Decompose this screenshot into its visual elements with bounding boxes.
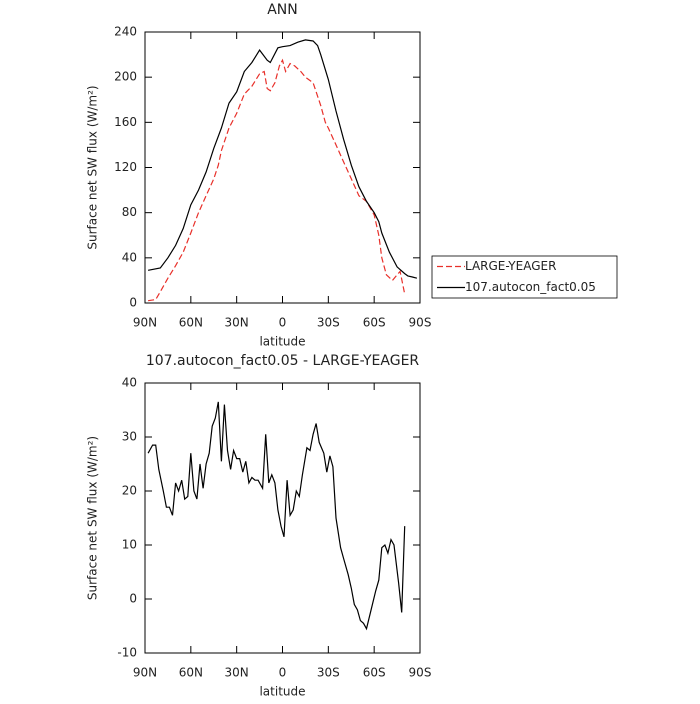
- x-tick-label: 30N: [225, 666, 249, 680]
- x-tick-label: 30S: [317, 666, 340, 680]
- series-line: [147, 401, 406, 631]
- x-tick-label: 60S: [363, 666, 386, 680]
- x-tick-label: 90S: [409, 666, 432, 680]
- y-tick-label: 40: [122, 376, 137, 390]
- series-line: [147, 39, 418, 279]
- x-tick-label: 0: [279, 666, 287, 680]
- x-tick-label: 90N: [133, 316, 157, 330]
- x-tick-label: 30S: [317, 316, 340, 330]
- y-axis-label: Surface net SW flux (W/m²): [86, 436, 100, 600]
- x-axis-label: latitude: [259, 335, 305, 349]
- plot-frame: [144, 31, 421, 304]
- x-tick-label: 90N: [133, 666, 157, 680]
- y-tick-label: 200: [114, 70, 137, 84]
- x-tick-label: 60N: [179, 316, 203, 330]
- y-tick-label: 40: [122, 250, 137, 264]
- y-tick-label: 30: [122, 430, 137, 444]
- y-tick-label: 20: [122, 484, 137, 498]
- x-tick-label: 90S: [409, 316, 432, 330]
- y-tick-label: 10: [122, 538, 137, 552]
- y-axis-label: Surface net SW flux (W/m²): [86, 85, 100, 249]
- y-tick-label: 0: [129, 592, 137, 606]
- x-tick-label: 30N: [225, 316, 249, 330]
- y-tick-label: 120: [114, 160, 137, 174]
- chart-title: 107.autocon_fact0.05 - LARGE-YEAGER: [146, 353, 420, 369]
- y-tick-label: -10: [117, 646, 137, 660]
- legend-label: LARGE-YEAGER: [465, 259, 556, 273]
- legend-box: [431, 255, 618, 299]
- y-tick-label: 0: [129, 296, 137, 310]
- x-tick-label: 0: [279, 316, 287, 330]
- y-tick-label: 160: [114, 115, 137, 129]
- x-tick-label: 60N: [179, 666, 203, 680]
- x-tick-label: 60S: [363, 316, 386, 330]
- y-tick-label: 80: [122, 205, 137, 219]
- plot-frame: [144, 382, 421, 654]
- legend-label: 107.autocon_fact0.05: [465, 280, 596, 294]
- chart-title: ANN: [267, 2, 298, 18]
- series-line: [148, 58, 406, 302]
- y-tick-label: 240: [114, 25, 137, 39]
- x-axis-label: latitude: [259, 685, 305, 699]
